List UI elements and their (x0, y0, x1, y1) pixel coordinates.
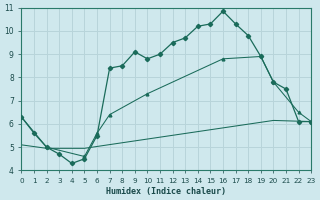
X-axis label: Humidex (Indice chaleur): Humidex (Indice chaleur) (106, 187, 226, 196)
